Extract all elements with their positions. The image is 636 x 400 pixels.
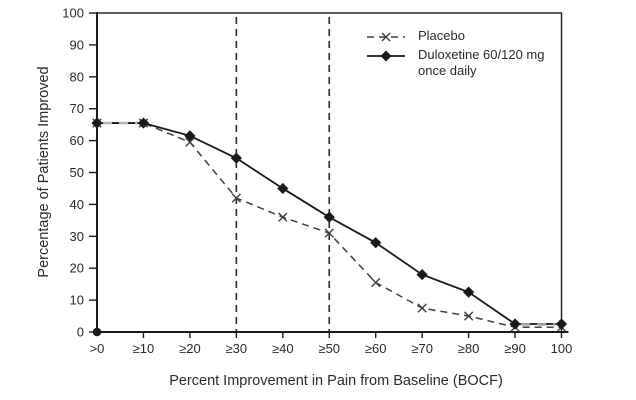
x-tick-label-0: >0 bbox=[90, 341, 105, 356]
duloxetine-marker-4 bbox=[277, 182, 289, 195]
legend-duloxetine-label: Duloxetine 60/120 mg once daily bbox=[418, 47, 545, 78]
x-tick-label-8: ≥80 bbox=[458, 341, 480, 356]
placebo-dashed-x-symbol bbox=[367, 32, 405, 42]
placebo-marker-8 bbox=[463, 311, 474, 321]
placebo-marker-3 bbox=[231, 193, 242, 203]
x-tick-label-5: ≥50 bbox=[318, 341, 340, 356]
x-tick-label-4: ≥40 bbox=[272, 341, 294, 356]
legend: Placebo Duloxetine 60/120 mg once daily bbox=[367, 28, 568, 82]
duloxetine-marker-9 bbox=[509, 318, 521, 330]
y-tick-label-80: 80 bbox=[70, 69, 84, 84]
duloxetine-marker-3 bbox=[230, 152, 242, 164]
x-tick-label-10: 100 bbox=[551, 341, 573, 356]
duloxetine-symbol-diamond-icon bbox=[380, 50, 392, 62]
y-axis-title: Percentage of Patients Improved bbox=[36, 66, 52, 278]
placebo-marker-2 bbox=[185, 137, 195, 147]
x-tick-label-6: ≥60 bbox=[365, 341, 387, 356]
duloxetine-marker-1 bbox=[137, 117, 150, 129]
y-tick-label-50: 50 bbox=[70, 165, 84, 180]
placebo-marker-7 bbox=[417, 303, 427, 313]
legend-item-placebo: Placebo bbox=[367, 28, 568, 44]
placebo-marker-5 bbox=[324, 228, 334, 238]
y-tick-label-0: 0 bbox=[77, 325, 84, 340]
duloxetine-marker-2 bbox=[184, 130, 196, 142]
y-tick-label-30: 30 bbox=[70, 229, 84, 244]
placebo-marker-4 bbox=[278, 212, 288, 222]
x-axis-title: Percent Improvement in Pain from Baselin… bbox=[169, 373, 503, 389]
legend-placebo-label: Placebo bbox=[418, 28, 465, 43]
y-tick-label-60: 60 bbox=[70, 133, 84, 148]
x-tick-label-2: ≥20 bbox=[179, 341, 201, 356]
duloxetine-marker-10 bbox=[555, 318, 568, 330]
origin-dot bbox=[92, 327, 102, 337]
y-tick-label-10: 10 bbox=[70, 293, 84, 308]
y-tick-label-40: 40 bbox=[70, 197, 84, 212]
y-tick-label-100: 100 bbox=[62, 6, 84, 21]
duloxetine-marker-0 bbox=[91, 117, 103, 129]
x-tick-label-9: ≥90 bbox=[504, 341, 526, 356]
duloxetine-marker-7 bbox=[416, 268, 428, 281]
placebo-marker-6 bbox=[371, 277, 381, 288]
duloxetine-solid-diamond-symbol bbox=[367, 50, 405, 62]
x-tick-label-7: ≥70 bbox=[411, 341, 433, 356]
legend-item-duloxetine: Duloxetine 60/120 mg once daily bbox=[367, 47, 568, 79]
duloxetine-marker-8 bbox=[463, 286, 475, 298]
duloxetine-marker-5 bbox=[323, 211, 335, 223]
x-tick-label-1: ≥10 bbox=[133, 341, 155, 356]
x-tick-label-3: ≥30 bbox=[226, 341, 248, 356]
duloxetine-marker-6 bbox=[370, 237, 382, 249]
y-tick-label-90: 90 bbox=[70, 37, 84, 52]
y-tick-label-70: 70 bbox=[70, 101, 84, 116]
y-tick-label-20: 20 bbox=[70, 261, 84, 276]
placebo-symbol-x-icon bbox=[381, 32, 391, 42]
